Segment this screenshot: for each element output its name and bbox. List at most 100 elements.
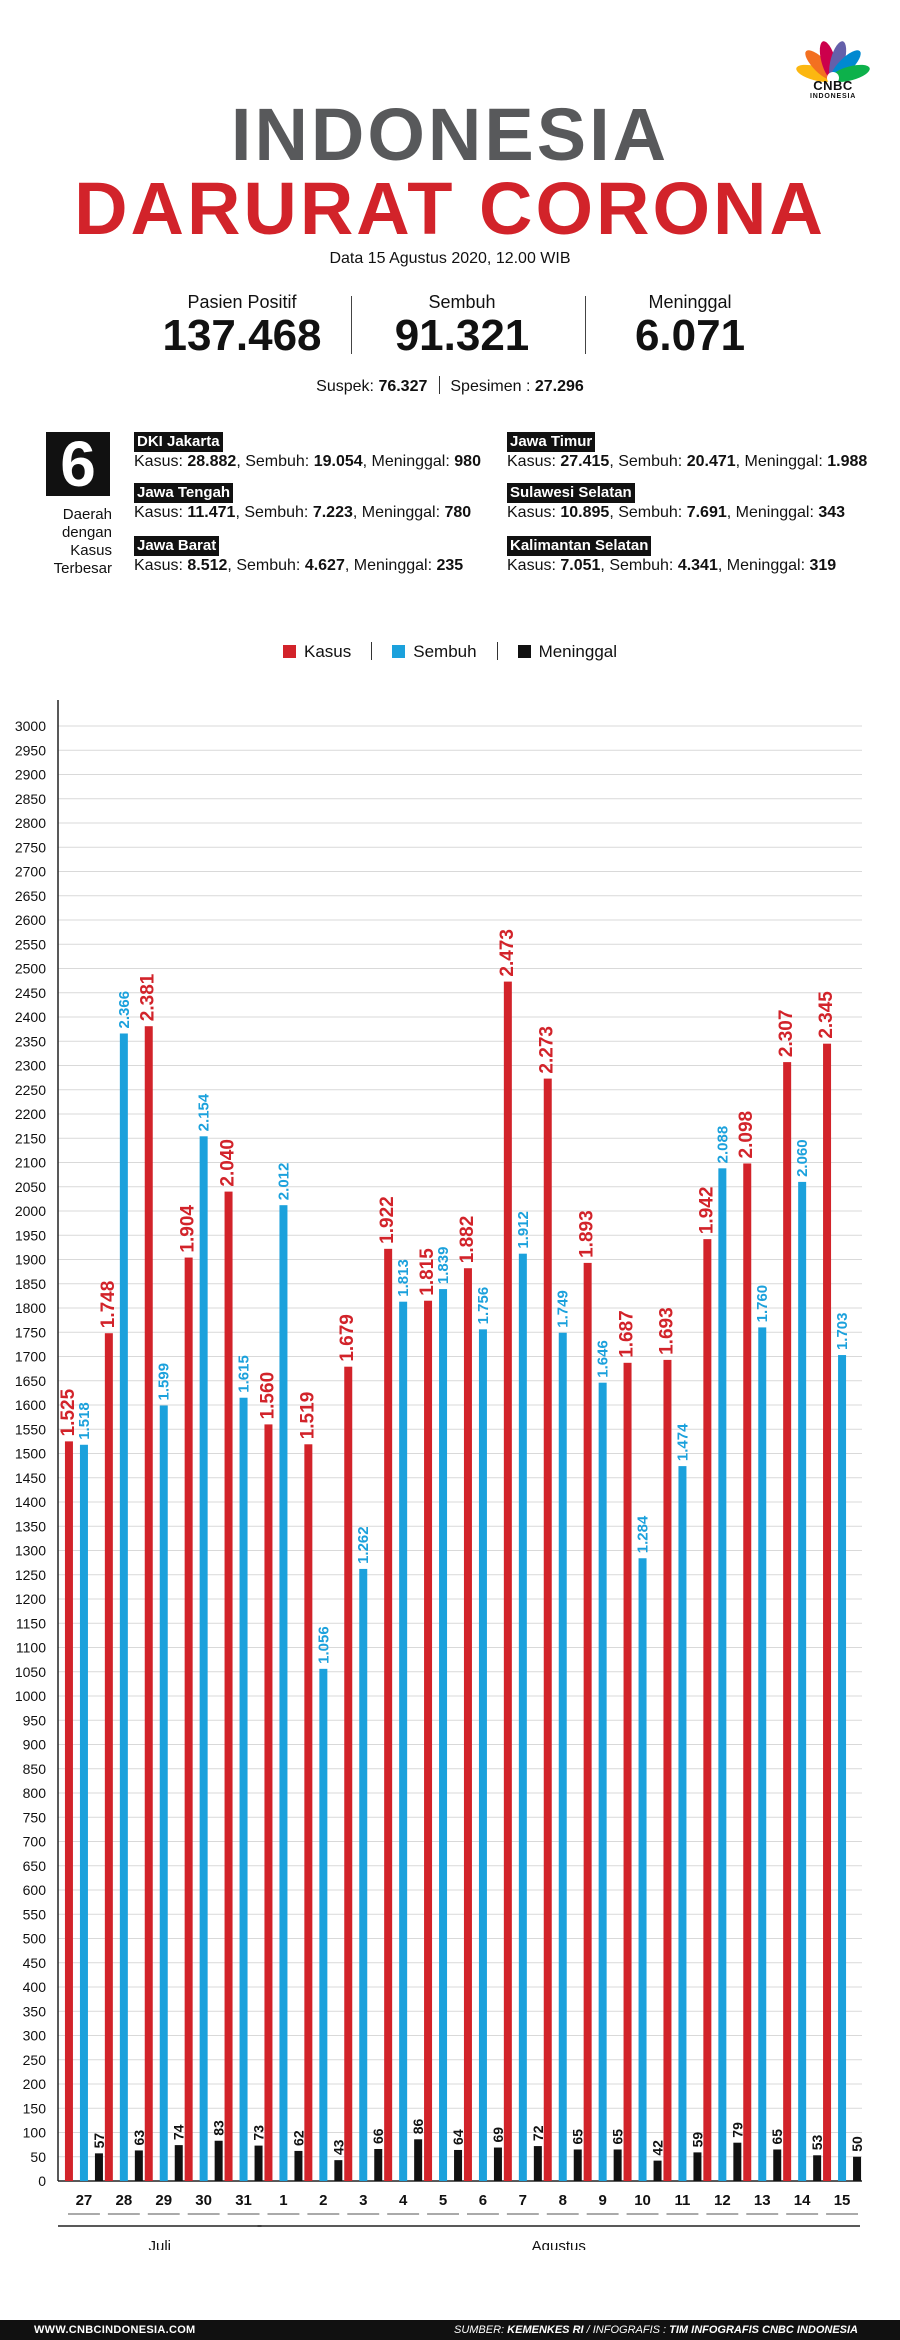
x-tick-label: 31 — [235, 2192, 252, 2209]
meninggal-value: 343 — [818, 504, 846, 521]
caption-line: Kasus — [70, 542, 112, 559]
y-tick-label: 1200 — [15, 1591, 46, 1607]
y-tick-label: 600 — [23, 1882, 47, 1898]
y-tick-label: 2250 — [15, 1082, 46, 1098]
sembuh-bar — [119, 1033, 128, 2181]
kasus-value: 27.415 — [560, 453, 610, 470]
meninggal-value-label: 63 — [131, 2130, 147, 2146]
sub-stats: Suspek: 76.327 Spesimen : 27.296 — [0, 376, 900, 396]
y-tick-label: 1800 — [15, 1300, 46, 1316]
sembuh-value-label: 1.813 — [395, 1259, 412, 1297]
x-tick-label: 5 — [439, 2192, 447, 2209]
meninggal-label: Meninggal: — [371, 453, 450, 470]
y-tick-label: 0 — [38, 2173, 46, 2189]
y-tick-label: 750 — [23, 1809, 47, 1825]
meninggal-bar — [294, 2150, 303, 2181]
y-tick-label: 50 — [30, 2149, 46, 2165]
region-name: Jawa Barat — [134, 536, 220, 556]
kasus-value-label: 2.381 — [138, 973, 159, 1021]
x-tick-label: 3 — [359, 2192, 367, 2209]
source-label: SUMBER: — [453, 2324, 505, 2336]
meninggal-bar — [573, 2149, 582, 2181]
meninggal-value: 319 — [809, 557, 837, 574]
stat-value: 91.321 — [394, 311, 530, 360]
x-tick-label: 15 — [834, 2192, 851, 2209]
legend-kasus: Kasus — [282, 642, 352, 662]
x-tick-label: 27 — [76, 2192, 93, 2209]
meninggal-value-label: 72 — [530, 2125, 546, 2141]
meninggal-bar — [334, 2160, 343, 2181]
meninggal-value-label: 64 — [450, 2129, 466, 2145]
kasus-bar — [384, 1248, 393, 2181]
y-tick-label: 2350 — [15, 1033, 46, 1049]
kasus-label: Kasus: — [507, 557, 556, 574]
meninggal-value-label: 50 — [849, 2136, 865, 2152]
region-name: Kalimantan Selatan — [507, 536, 652, 556]
y-tick-label: 450 — [23, 1955, 47, 1971]
kasus-label: Kasus: — [134, 453, 183, 470]
y-tick-label: 150 — [23, 2100, 47, 2116]
infographic-label: / INFOGRAFIS : — [586, 2324, 667, 2336]
kasus-bar — [144, 1026, 153, 2181]
y-tick-label: 1450 — [15, 1470, 46, 1486]
month-label: Agustus — [532, 2238, 586, 2250]
sembuh-label: Sembuh: — [236, 557, 301, 574]
y-tick-label: 1300 — [15, 1543, 46, 1559]
kasus-bar — [424, 1300, 433, 2181]
sembuh-value-label: 2.060 — [794, 1139, 811, 1177]
y-tick-label: 650 — [23, 1858, 47, 1874]
kasus-bar — [623, 1362, 632, 2181]
kasus-bar — [663, 1359, 672, 2181]
sembuh-bar — [518, 1253, 527, 2181]
y-tick-label: 2550 — [15, 936, 46, 952]
stat-divider — [351, 296, 352, 354]
sembuh-bar — [598, 1382, 607, 2181]
y-tick-label: 2900 — [15, 767, 46, 783]
meninggal-label: Meninggal: — [744, 453, 823, 470]
y-tick-label: 2300 — [15, 1058, 46, 1074]
kasus-bar — [224, 1191, 233, 2181]
x-tick-label: 13 — [754, 2192, 771, 2209]
sembuh-bar — [478, 1329, 487, 2181]
sembuh-label: Sembuh: — [609, 557, 674, 574]
kasus-bar — [463, 1268, 472, 2181]
legend-sembuh: Sembuh — [392, 642, 477, 662]
kasus-bar — [264, 1424, 273, 2181]
y-tick-label: 2950 — [15, 742, 46, 758]
sembuh-bar — [239, 1397, 248, 2181]
sembuh-value-label: 1.056 — [315, 1626, 332, 1664]
sembuh-value-label: 1.749 — [555, 1290, 572, 1328]
y-tick-label: 2400 — [15, 1009, 46, 1025]
y-tick-label: 2100 — [15, 1155, 46, 1171]
sembuh-bar — [638, 1558, 647, 2181]
region-name: Jawa Tengah — [134, 483, 234, 503]
caption-line: Terbesar — [53, 560, 112, 577]
legend-swatch — [517, 645, 531, 658]
y-tick-label: 2150 — [15, 1130, 46, 1146]
sembuh-value-label: 1.756 — [475, 1287, 492, 1325]
y-tick-label: 1750 — [15, 1324, 46, 1340]
suspek-label: Suspek: — [316, 378, 374, 395]
y-tick-label: 2600 — [15, 912, 46, 928]
meninggal-value-label: 86 — [410, 2119, 426, 2135]
cnbc-peacock-logo — [796, 41, 870, 84]
y-tick-label: 3000 — [15, 718, 46, 734]
sembuh-value-label: 1.615 — [236, 1355, 253, 1393]
sembuh-value-label: 1.284 — [635, 1515, 652, 1553]
kasus-bar — [583, 1262, 592, 2181]
legend-label: Kasus — [303, 642, 352, 661]
region-count-caption: Daerah dengan Kasus Terbesar — [30, 506, 112, 578]
kasus-bar — [104, 1333, 113, 2181]
sembuh-value-label: 2.012 — [275, 1163, 292, 1201]
sembuh-bar — [399, 1301, 408, 2181]
x-tick-label: 28 — [116, 2192, 133, 2209]
kasus-bar — [184, 1257, 193, 2181]
meninggal-value: 1.988 — [827, 453, 868, 470]
footer-source: SUMBER: KEMENKES RI / INFOGRAFIS : TIM I… — [454, 2324, 858, 2336]
kasus-bar — [743, 1163, 752, 2181]
y-tick-label: 500 — [23, 1931, 47, 1947]
x-tick-label: 29 — [155, 2192, 172, 2209]
meninggal-value-label: 79 — [729, 2122, 745, 2138]
kasus-value: 11.471 — [187, 504, 236, 521]
footer-bar: WWW.CNBCINDONESIA.COM SUMBER: KEMENKES R… — [0, 2320, 900, 2340]
